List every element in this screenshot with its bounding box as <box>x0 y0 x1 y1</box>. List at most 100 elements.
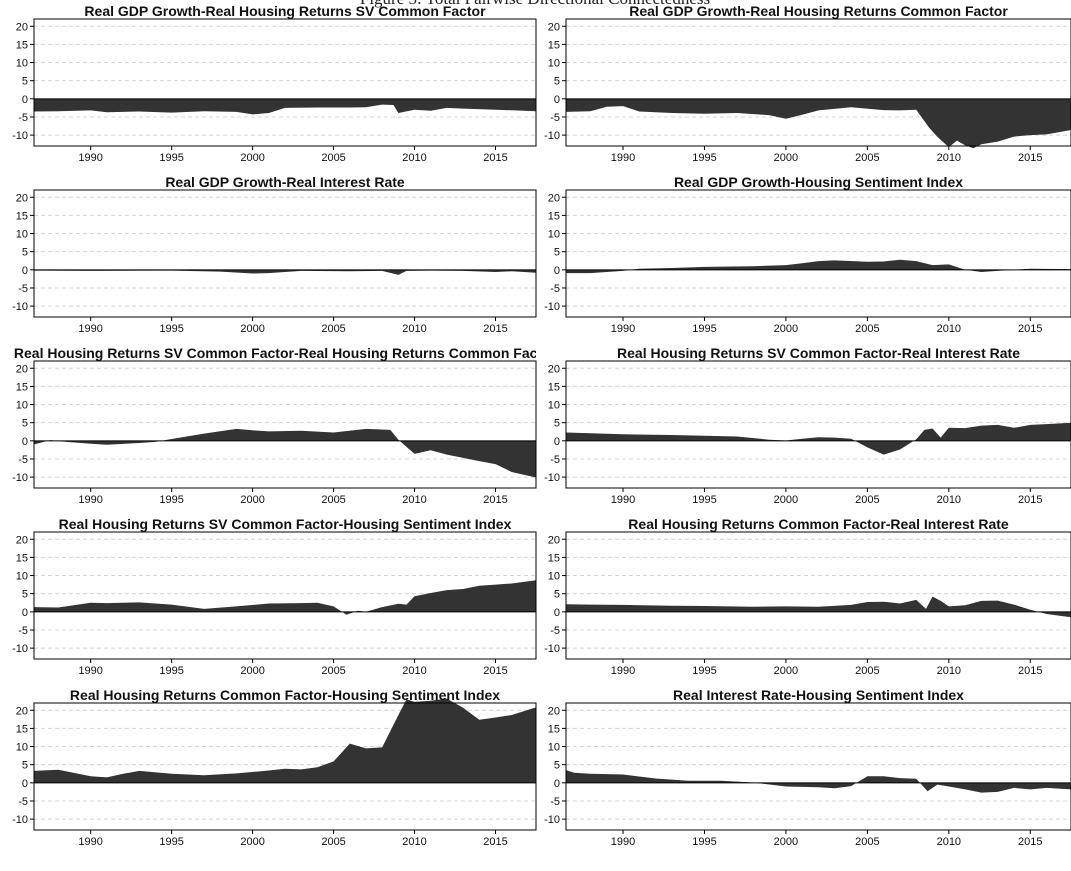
x-tick-label: 1995 <box>159 836 183 848</box>
x-tick-label: 2000 <box>774 152 798 164</box>
y-tick-label: 10 <box>548 400 560 412</box>
y-tick-label: -5 <box>550 796 560 808</box>
y-tick-label: 20 <box>548 534 560 546</box>
panel-title: Real GDP Growth-Real Housing Returns Com… <box>629 3 1008 19</box>
y-tick-label: 0 <box>22 436 28 448</box>
x-tick-label: 2000 <box>774 494 798 506</box>
y-tick-label: 15 <box>16 381 28 393</box>
y-tick-label: 5 <box>554 760 560 772</box>
x-tick-label: 2015 <box>1018 152 1042 164</box>
y-tick-label: -5 <box>550 112 560 124</box>
area-series <box>34 428 536 478</box>
x-tick-label: 2005 <box>855 836 879 848</box>
y-tick-label: 20 <box>548 192 560 204</box>
x-tick-label: 2000 <box>240 836 264 848</box>
y-tick-label: -5 <box>18 625 28 637</box>
y-tick-label: 10 <box>548 58 560 70</box>
x-tick-label: 2005 <box>321 323 345 335</box>
area-series <box>566 98 1071 149</box>
x-tick-label: 2000 <box>774 836 798 848</box>
x-tick-label: 2005 <box>321 152 345 164</box>
y-tick-label: 20 <box>16 534 28 546</box>
x-tick-label: 1995 <box>159 152 183 164</box>
x-tick-label: 2010 <box>402 836 426 848</box>
y-tick-label: -5 <box>18 112 28 124</box>
y-tick-label: 20 <box>16 21 28 33</box>
area-series <box>566 422 1071 455</box>
area-series <box>566 596 1071 618</box>
y-tick-label: 15 <box>16 39 28 51</box>
x-tick-label: 2010 <box>937 494 961 506</box>
panel-title: Real Housing Returns Common Factor-Housi… <box>70 687 500 703</box>
x-tick-label: 1990 <box>78 323 102 335</box>
y-tick-label: -10 <box>12 814 28 826</box>
y-tick-label: -10 <box>12 301 28 313</box>
x-tick-label: 2015 <box>483 836 507 848</box>
plot-frame <box>33 189 537 318</box>
x-tick-label: 1995 <box>692 323 716 335</box>
x-tick-label: 1990 <box>611 323 635 335</box>
x-tick-label: 1995 <box>692 152 716 164</box>
y-tick-label: 0 <box>554 436 560 448</box>
x-tick-label: 2005 <box>855 665 879 677</box>
x-tick-label: 2000 <box>240 665 264 677</box>
y-tick-label: 5 <box>22 76 28 88</box>
plot-frame <box>565 189 1071 318</box>
x-tick-label: 1995 <box>692 494 716 506</box>
y-tick-label: -10 <box>544 472 560 484</box>
x-tick-label: 2005 <box>321 836 345 848</box>
y-tick-label: 15 <box>16 210 28 222</box>
area-series <box>34 580 536 615</box>
y-tick-label: 5 <box>554 418 560 430</box>
x-tick-label: 1995 <box>159 323 183 335</box>
area-series <box>34 269 536 275</box>
y-tick-label: 0 <box>554 778 560 790</box>
y-tick-label: 15 <box>548 381 560 393</box>
x-tick-label: 2000 <box>240 494 264 506</box>
x-tick-label: 2015 <box>483 152 507 164</box>
y-tick-label: 20 <box>548 363 560 375</box>
y-tick-label: 15 <box>548 39 560 51</box>
y-tick-label: 10 <box>16 58 28 70</box>
y-tick-label: 10 <box>548 229 560 241</box>
x-tick-label: 2010 <box>937 323 961 335</box>
y-tick-label: 0 <box>22 94 28 106</box>
x-tick-label: 1990 <box>78 494 102 506</box>
x-tick-label: 1990 <box>78 665 102 677</box>
y-tick-label: 10 <box>16 400 28 412</box>
page-title: Figure 5: Total Pairwise Directional Con… <box>360 0 710 8</box>
x-tick-label: 2010 <box>937 152 961 164</box>
y-tick-label: -10 <box>12 130 28 142</box>
y-tick-label: 5 <box>22 760 28 772</box>
x-tick-label: 1990 <box>78 152 102 164</box>
y-tick-label: 5 <box>22 589 28 601</box>
panel-title: Real Interest Rate-Housing Sentiment Ind… <box>673 687 964 703</box>
y-tick-label: -10 <box>544 814 560 826</box>
y-tick-label: -10 <box>12 472 28 484</box>
plot-frame <box>565 18 1071 147</box>
y-tick-label: 0 <box>554 265 560 277</box>
x-tick-label: 2015 <box>483 494 507 506</box>
panel-title: Real Housing Returns SV Common Factor-Re… <box>617 345 1020 361</box>
x-tick-label: 2005 <box>321 665 345 677</box>
panel-1: -10 -5 0 5 10 15 20 1990 1995 2000 2005 2010 2015 Rea… <box>12 3 537 164</box>
x-tick-label: 1995 <box>692 665 716 677</box>
y-tick-label: -5 <box>18 796 28 808</box>
x-tick-label: 1995 <box>692 836 716 848</box>
area-series <box>34 98 536 115</box>
y-tick-label: -5 <box>550 283 560 295</box>
panel-4: -10 -5 0 5 10 15 20 1990 1995 2000 2005 2010 2015 Rea… <box>544 174 1071 335</box>
x-tick-label: 2005 <box>321 494 345 506</box>
panel-title: Real GDP Growth-Real Interest Rate <box>165 174 405 190</box>
x-tick-label: 2015 <box>1018 836 1042 848</box>
x-tick-label: 1995 <box>159 665 183 677</box>
x-tick-label: 2005 <box>855 494 879 506</box>
y-tick-label: 20 <box>16 192 28 204</box>
y-tick-label: 5 <box>554 76 560 88</box>
panel-7: -10 -5 0 5 10 15 20 1990 1995 2000 2005 2010 2015 Rea… <box>12 516 537 677</box>
panel-title: Real Housing Returns SV Common Factor-Ho… <box>59 516 512 532</box>
y-tick-label: 10 <box>548 742 560 754</box>
x-tick-label: 2015 <box>483 323 507 335</box>
